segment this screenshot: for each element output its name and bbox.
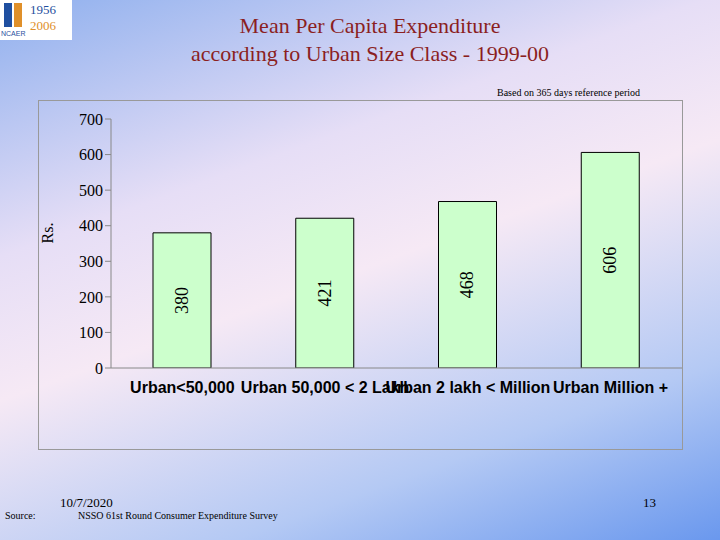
html-text:NCAER: NCAER [1, 30, 26, 37]
svg-text:600: 600 [79, 146, 103, 163]
svg-text:606: 606 [600, 247, 620, 274]
svg-text:Urban Million +: Urban Million + [553, 379, 668, 396]
svg-text:400: 400 [79, 217, 103, 234]
svg-text:468: 468 [458, 271, 478, 298]
svg-text:300: 300 [79, 253, 103, 270]
svg-text:200: 200 [79, 289, 103, 306]
html-text:13: 13 [643, 495, 656, 510]
svg-text:500: 500 [79, 182, 103, 199]
html-text:10/7/2020: 10/7/2020 [60, 495, 113, 510]
svg-text:421: 421 [315, 280, 335, 307]
html-text:Source:: Source: [5, 510, 36, 521]
svg-text:100: 100 [79, 324, 103, 341]
html-text:according to Urban Size Class: according to Urban Size Class - 1999-00 [191, 41, 549, 66]
html-text:Mean Per Capita Expenditure: Mean Per Capita Expenditure [239, 13, 501, 38]
svg-text:380: 380 [172, 287, 192, 314]
svg-text:0: 0 [95, 360, 103, 377]
html-text:Based on 365 days reference pe: Based on 365 days reference period [497, 87, 640, 98]
svg-text:Rs.: Rs. [39, 223, 56, 244]
html-text:NSSO 61st Round Consumer Expen: NSSO 61st Round Consumer Expenditure Sur… [78, 510, 278, 521]
svg-text:Urban 50,000 < 2 Lakh: Urban 50,000 < 2 Lakh [241, 379, 410, 396]
html-text:1956: 1956 [30, 2, 56, 17]
svg-text:700: 700 [79, 111, 103, 128]
svg-text:Urban<50,000: Urban<50,000 [130, 379, 235, 396]
svg-text:Urban 2 lakh < Million: Urban 2 lakh < Million [385, 379, 550, 396]
html-text:2006: 2006 [30, 18, 56, 33]
